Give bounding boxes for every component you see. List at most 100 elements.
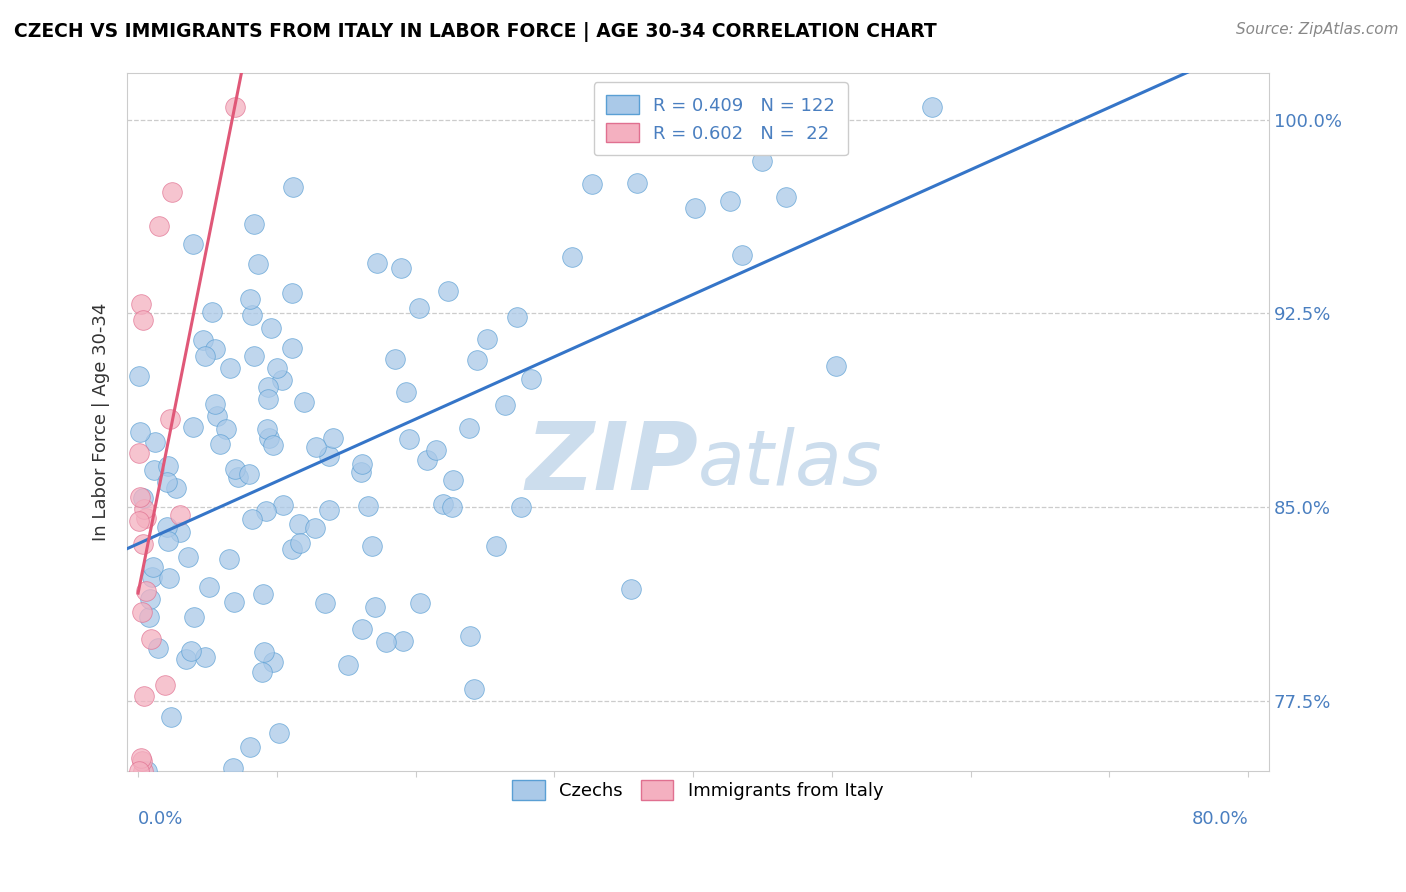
Point xyxy=(409,596,432,610)
Point xyxy=(281,285,304,300)
Point xyxy=(416,452,439,467)
Point xyxy=(366,256,388,270)
Point xyxy=(262,655,284,669)
Point xyxy=(131,605,153,619)
Point xyxy=(262,438,284,452)
Point xyxy=(135,764,157,778)
Point xyxy=(254,503,277,517)
Point xyxy=(364,600,387,615)
Point xyxy=(165,481,187,495)
Point xyxy=(219,361,242,376)
Point xyxy=(132,313,155,327)
Point xyxy=(921,99,943,113)
Point xyxy=(128,764,150,778)
Point xyxy=(718,194,741,209)
Point xyxy=(437,284,460,298)
Point xyxy=(132,491,155,506)
Point xyxy=(350,466,373,480)
Point xyxy=(169,524,191,539)
Point xyxy=(194,349,217,363)
Point xyxy=(318,503,340,517)
Point xyxy=(458,629,481,643)
Point xyxy=(157,570,180,584)
Point xyxy=(156,475,179,490)
Point xyxy=(463,681,485,696)
Point xyxy=(134,502,156,516)
Point xyxy=(494,398,516,412)
Point xyxy=(156,459,179,474)
Text: 0.0%: 0.0% xyxy=(138,810,183,828)
Point xyxy=(391,633,413,648)
Point xyxy=(181,236,204,251)
Point xyxy=(561,250,583,264)
Point xyxy=(129,490,152,504)
Point xyxy=(226,470,249,484)
Point xyxy=(194,650,217,665)
Y-axis label: In Labor Force | Age 30-34: In Labor Force | Age 30-34 xyxy=(93,302,110,541)
Point xyxy=(441,473,464,487)
Point xyxy=(256,380,278,394)
Point xyxy=(160,710,183,724)
Point xyxy=(350,622,373,636)
Point xyxy=(142,559,165,574)
Point xyxy=(156,520,179,534)
Point xyxy=(288,516,311,531)
Point xyxy=(156,534,179,549)
Point xyxy=(169,508,191,523)
Point xyxy=(135,584,157,599)
Point xyxy=(440,500,463,514)
Text: atlas: atlas xyxy=(697,427,883,501)
Point xyxy=(267,725,290,739)
Point xyxy=(281,341,304,355)
Point xyxy=(425,442,447,457)
Point xyxy=(134,690,156,704)
Point xyxy=(174,651,197,665)
Point xyxy=(506,310,529,324)
Point xyxy=(581,177,603,191)
Legend: Czechs, Immigrants from Italy: Czechs, Immigrants from Italy xyxy=(505,773,891,807)
Point xyxy=(620,582,643,596)
Point xyxy=(292,394,315,409)
Point xyxy=(398,432,420,446)
Point xyxy=(183,609,205,624)
Point xyxy=(139,632,162,646)
Point xyxy=(181,419,204,434)
Point xyxy=(148,640,170,655)
Point xyxy=(243,349,266,363)
Point xyxy=(252,645,274,659)
Point xyxy=(281,180,304,194)
Point xyxy=(132,764,155,778)
Point xyxy=(361,539,384,553)
Point xyxy=(304,521,326,535)
Point xyxy=(238,467,260,481)
Point xyxy=(201,305,224,319)
Text: 80.0%: 80.0% xyxy=(1191,810,1249,828)
Point xyxy=(128,368,150,383)
Point xyxy=(394,384,416,399)
Point xyxy=(138,610,160,624)
Point xyxy=(142,462,165,476)
Point xyxy=(131,754,153,768)
Point xyxy=(465,353,488,368)
Text: CZECH VS IMMIGRANTS FROM ITALY IN LABOR FORCE | AGE 30-34 CORRELATION CHART: CZECH VS IMMIGRANTS FROM ITALY IN LABOR … xyxy=(14,22,936,42)
Point xyxy=(128,425,150,440)
Point xyxy=(731,248,754,262)
Point xyxy=(240,512,263,526)
Text: Source: ZipAtlas.com: Source: ZipAtlas.com xyxy=(1236,22,1399,37)
Point xyxy=(314,596,336,610)
Point xyxy=(239,740,262,755)
Point xyxy=(458,421,481,435)
Point xyxy=(240,308,263,322)
Point xyxy=(384,351,406,366)
Point xyxy=(247,257,270,271)
Point xyxy=(271,498,294,512)
Point xyxy=(141,570,163,584)
Point xyxy=(775,189,797,203)
Point xyxy=(375,634,398,648)
Point xyxy=(205,409,228,424)
Point xyxy=(243,217,266,231)
Point xyxy=(475,332,498,346)
Point xyxy=(252,587,274,601)
Point xyxy=(131,297,153,311)
Point xyxy=(271,373,294,387)
